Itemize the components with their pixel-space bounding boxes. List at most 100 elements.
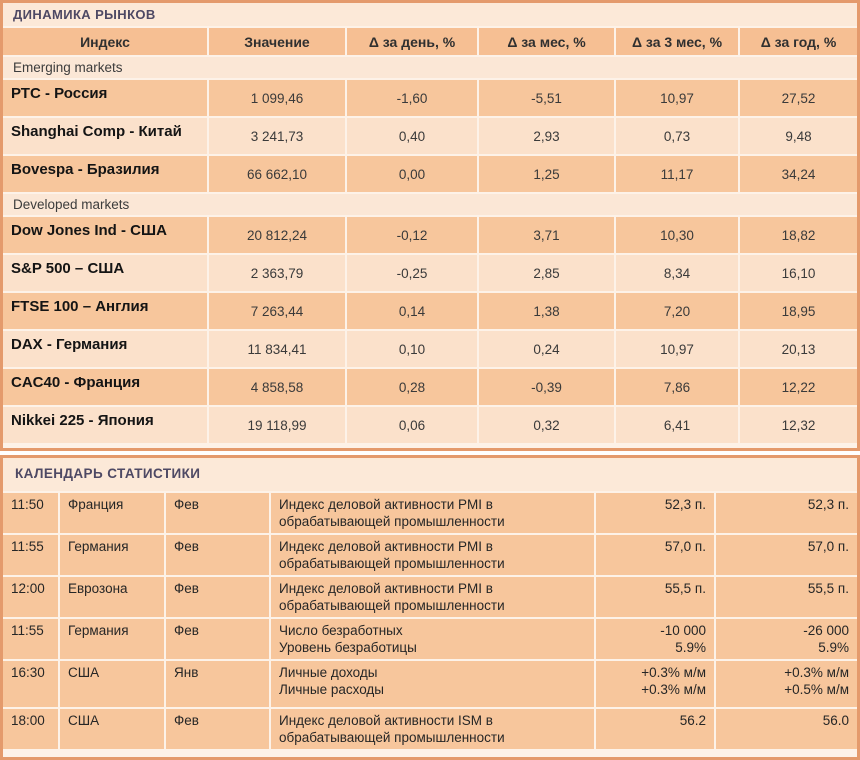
column-header: Δ за год, %: [740, 28, 857, 55]
calendar-value-1: +0.3% м/м +0.3% м/м: [596, 661, 714, 707]
market-delta-month: 1,25: [479, 156, 614, 192]
market-value: 2 363,79: [209, 255, 345, 291]
calendar-value-1: 52,3 п.: [596, 493, 714, 533]
market-index-name: S&P 500 – США: [3, 255, 207, 291]
market-delta-year: 9,48: [740, 118, 857, 154]
market-delta-3m: 10,97: [616, 331, 738, 367]
market-delta-day: 0,40: [347, 118, 477, 154]
market-delta-year: 20,13: [740, 331, 857, 367]
market-delta-day: 0,10: [347, 331, 477, 367]
calendar-grid: 11:50 Франция Фев Индекс деловой активности…: [3, 493, 857, 749]
market-delta-day: 0,06: [347, 407, 477, 443]
market-delta-year: 16,10: [740, 255, 857, 291]
calendar-value-2: 56.0: [716, 709, 857, 749]
calendar-indicator: Личные доходы Личные расходы: [271, 661, 594, 707]
market-delta-day: -1,60: [347, 80, 477, 116]
market-value: 66 662,10: [209, 156, 345, 192]
calendar-country: Франция: [60, 493, 164, 533]
calendar-country: Германия: [60, 619, 164, 659]
calendar-table-title: КАЛЕНДАРЬ СТАТИСТИКИ: [3, 458, 857, 493]
market-index-name: Nikkei 225 - Япония: [3, 407, 207, 443]
market-delta-3m: 8,34: [616, 255, 738, 291]
market-delta-year: 27,52: [740, 80, 857, 116]
calendar-period: Фев: [166, 619, 269, 659]
calendar-indicator: Число безработных Уровень безработицы: [271, 619, 594, 659]
markets-dynamics-table: ДИНАМИКА РЫНКОВ Индекс Значение Δ за день,…: [0, 0, 860, 451]
market-delta-day: 0,00: [347, 156, 477, 192]
calendar-indicator: Индекс деловой активности ISM в обрабаты…: [271, 709, 594, 749]
calendar-country: США: [60, 709, 164, 749]
market-delta-year: 12,32: [740, 407, 857, 443]
market-delta-month: 0,24: [479, 331, 614, 367]
calendar-period: Янв: [166, 661, 269, 707]
market-index-name: FTSE 100 – Англия: [3, 293, 207, 329]
market-index-name: Bovespa - Бразилия: [3, 156, 207, 192]
market-delta-day: -0,25: [347, 255, 477, 291]
market-index-name: Shanghai Comp - Китай: [3, 118, 207, 154]
column-header: Значение: [209, 28, 345, 55]
calendar-time: 11:50: [3, 493, 58, 533]
calendar-value-2: -26 000 5.9%: [716, 619, 857, 659]
calendar-time: 11:55: [3, 535, 58, 575]
calendar-time: 11:55: [3, 619, 58, 659]
market-delta-month: 3,71: [479, 217, 614, 253]
market-delta-3m: 0,73: [616, 118, 738, 154]
calendar-indicator: Индекс деловой активности PMI в обрабаты…: [271, 493, 594, 533]
calendar-period: Фев: [166, 577, 269, 617]
calendar-value-1: 56.2: [596, 709, 714, 749]
market-delta-3m: 10,30: [616, 217, 738, 253]
market-value: 19 118,99: [209, 407, 345, 443]
market-value: 3 241,73: [209, 118, 345, 154]
market-delta-3m: 10,97: [616, 80, 738, 116]
markets-table-title: ДИНАМИКА РЫНКОВ: [3, 3, 857, 28]
calendar-country: США: [60, 661, 164, 707]
calendar-value-2: +0.3% м/м +0.5% м/м: [716, 661, 857, 707]
market-value: 7 263,44: [209, 293, 345, 329]
calendar-value-2: 52,3 п.: [716, 493, 857, 533]
market-delta-month: 0,32: [479, 407, 614, 443]
calendar-value-1: -10 000 5.9%: [596, 619, 714, 659]
market-delta-year: 18,82: [740, 217, 857, 253]
market-index-name: CAC40 - Франция: [3, 369, 207, 405]
market-delta-month: 2,93: [479, 118, 614, 154]
market-delta-3m: 11,17: [616, 156, 738, 192]
market-delta-day: 0,28: [347, 369, 477, 405]
market-delta-3m: 7,20: [616, 293, 738, 329]
calendar-value-1: 57,0 п.: [596, 535, 714, 575]
calendar-value-2: 57,0 п.: [716, 535, 857, 575]
market-index-name: РТС - Россия: [3, 80, 207, 116]
calendar-country: Еврозона: [60, 577, 164, 617]
market-delta-3m: 6,41: [616, 407, 738, 443]
market-delta-year: 18,95: [740, 293, 857, 329]
market-value: 20 812,24: [209, 217, 345, 253]
column-header: Δ за день, %: [347, 28, 477, 55]
market-delta-day: -0,12: [347, 217, 477, 253]
markets-grid: Индекс Значение Δ за день, % Δ за мес, % Δ з…: [3, 28, 857, 443]
market-delta-month: -0,39: [479, 369, 614, 405]
calendar-country: Германия: [60, 535, 164, 575]
calendar-time: 12:00: [3, 577, 58, 617]
column-header: Δ за 3 мес, %: [616, 28, 738, 55]
calendar-indicator: Индекс деловой активности PMI в обрабаты…: [271, 535, 594, 575]
market-value: 4 858,58: [209, 369, 345, 405]
calendar-time: 16:30: [3, 661, 58, 707]
column-header: Δ за мес, %: [479, 28, 614, 55]
column-header: Индекс: [3, 28, 207, 55]
market-delta-year: 34,24: [740, 156, 857, 192]
statistics-calendar-table: КАЛЕНДАРЬ СТАТИСТИКИ 11:50 Франция Фев Инде…: [0, 455, 860, 760]
market-delta-month: -5,51: [479, 80, 614, 116]
calendar-time: 18:00: [3, 709, 58, 749]
market-delta-year: 12,22: [740, 369, 857, 405]
market-value: 1 099,46: [209, 80, 345, 116]
market-delta-month: 2,85: [479, 255, 614, 291]
market-value: 11 834,41: [209, 331, 345, 367]
market-section-label: Developed markets: [3, 194, 857, 215]
market-index-name: DAX - Германия: [3, 331, 207, 367]
calendar-period: Фев: [166, 535, 269, 575]
market-section-label: Emerging markets: [3, 57, 857, 78]
market-delta-3m: 7,86: [616, 369, 738, 405]
calendar-period: Фев: [166, 493, 269, 533]
calendar-period: Фев: [166, 709, 269, 749]
calendar-value-2: 55,5 п.: [716, 577, 857, 617]
